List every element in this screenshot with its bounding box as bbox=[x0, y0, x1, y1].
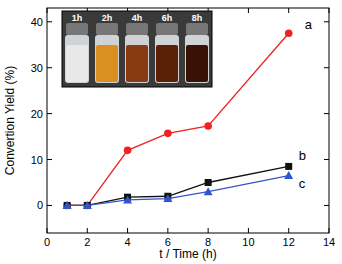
series-line bbox=[67, 166, 289, 205]
y-tick bbox=[47, 159, 52, 160]
y-tick bbox=[324, 159, 329, 160]
y-tick-label: 0 bbox=[37, 199, 43, 211]
y-tick bbox=[324, 21, 329, 22]
x-tick bbox=[288, 228, 289, 233]
vial-liquid bbox=[126, 45, 148, 82]
y-axis-label: Convertion Yield (%) bbox=[3, 66, 17, 175]
marker bbox=[285, 29, 293, 37]
y-tick bbox=[324, 205, 329, 206]
x-tick bbox=[288, 8, 289, 13]
x-tick bbox=[127, 228, 128, 233]
x-tick bbox=[248, 8, 249, 13]
x-tick-label: 2 bbox=[84, 236, 90, 248]
marker bbox=[123, 195, 132, 203]
vial-glass bbox=[95, 35, 119, 83]
marker bbox=[204, 122, 212, 130]
marker bbox=[164, 130, 172, 138]
annotation: 6h bbox=[162, 13, 173, 23]
marker bbox=[163, 194, 172, 202]
vial-cap bbox=[66, 23, 88, 35]
y-tick-label: 10 bbox=[31, 154, 43, 166]
plot-frame bbox=[47, 8, 329, 233]
y-tick bbox=[47, 205, 52, 206]
vial-glass bbox=[185, 35, 209, 83]
x-tick-label: 0 bbox=[44, 236, 50, 248]
x-tick bbox=[329, 8, 330, 13]
marker bbox=[205, 179, 212, 186]
x-tick bbox=[329, 228, 330, 233]
x-tick bbox=[47, 8, 48, 13]
vial-liquid bbox=[66, 45, 88, 82]
marker bbox=[83, 201, 92, 209]
y-tick-label: 30 bbox=[31, 62, 43, 74]
y-tick-label: 40 bbox=[31, 16, 43, 28]
x-tick-label: 4 bbox=[125, 236, 131, 248]
y-tick-label: 20 bbox=[31, 108, 43, 120]
x-tick-label: 12 bbox=[283, 236, 295, 248]
y-tick bbox=[324, 67, 329, 68]
y-tick bbox=[47, 113, 52, 114]
annotation: 8h bbox=[192, 13, 203, 23]
x-tick bbox=[208, 228, 209, 233]
y-tick bbox=[324, 113, 329, 114]
marker bbox=[63, 201, 72, 209]
data-layer bbox=[63, 29, 294, 209]
x-tick-label: 14 bbox=[323, 236, 335, 248]
vial-cap bbox=[96, 23, 118, 35]
x-tick-label: 10 bbox=[242, 236, 254, 248]
annotation: 2h bbox=[102, 13, 113, 23]
x-tick bbox=[87, 228, 88, 233]
marker bbox=[204, 187, 213, 195]
series-label: b bbox=[299, 148, 306, 163]
vial-cap bbox=[186, 23, 208, 35]
vial-glass bbox=[125, 35, 149, 83]
marker bbox=[284, 171, 293, 179]
marker bbox=[124, 147, 132, 155]
series-label: c bbox=[299, 176, 306, 191]
x-tick bbox=[47, 228, 48, 233]
annotation: 4h bbox=[132, 13, 143, 23]
annotation: 1h bbox=[72, 13, 83, 23]
y-tick bbox=[47, 67, 52, 68]
marker bbox=[84, 202, 91, 209]
x-axis-label: t / Time (h) bbox=[159, 247, 216, 261]
vial-liquid bbox=[156, 45, 178, 82]
series-label: a bbox=[305, 17, 313, 32]
series-line bbox=[67, 33, 289, 205]
vial-liquid bbox=[186, 45, 208, 82]
series-line bbox=[67, 176, 289, 206]
inset-photo bbox=[62, 11, 212, 87]
vial-cap bbox=[156, 23, 178, 35]
vial-glass bbox=[65, 35, 89, 83]
x-tick bbox=[167, 228, 168, 233]
x-tick bbox=[248, 228, 249, 233]
vial-cap bbox=[126, 23, 148, 35]
chart: 02468101214010203040t / Time (h)Converti… bbox=[0, 0, 342, 264]
vial-glass bbox=[155, 35, 179, 83]
y-tick bbox=[47, 21, 52, 22]
marker bbox=[285, 163, 292, 170]
vial-liquid bbox=[96, 45, 118, 82]
